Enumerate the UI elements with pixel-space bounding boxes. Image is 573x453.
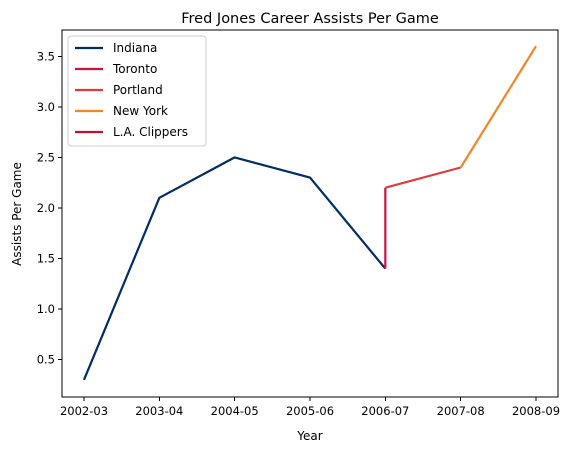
series-line-3 — [459, 45, 537, 169]
y-tick-label-4: 2.5 — [37, 150, 55, 164]
y-axis-ticks: 0.5 1.0 1.5 2.0 2.5 3.0 3.5 — [37, 49, 62, 367]
series-line-0 — [82, 156, 387, 381]
x-tick-label-4: 2006-07 — [361, 404, 409, 418]
y-tick-label-6: 3.5 — [37, 49, 55, 63]
x-tick-label-1: 2003-04 — [135, 404, 183, 418]
series-line-2 — [385, 166, 461, 189]
legend-box — [67, 35, 207, 147]
legend-label-4: L.A. Clippers — [113, 125, 188, 139]
y-tick-label-1: 1.0 — [37, 302, 55, 316]
x-axis-ticks: 2002-03 2003-04 2004-05 2005-06 2006-07 2007-… — [60, 397, 560, 418]
chart-title: Fred Jones Career Assists Per Game — [181, 11, 439, 27]
legend-label-2: Portland — [113, 83, 163, 97]
y-tick-label-3: 2.0 — [37, 201, 55, 215]
x-tick-label-5: 2007-08 — [437, 404, 485, 418]
x-tick-label-0: 2002-03 — [60, 404, 108, 418]
legend-label-0: Indiana — [113, 41, 157, 55]
y-tick-label-0: 0.5 — [37, 353, 55, 367]
legend: Indiana Toronto Portland New York L.A. Clipp… — [67, 35, 207, 147]
x-tick-label-2: 2004-05 — [211, 404, 259, 418]
y-axis-label: Assists Per Game — [10, 162, 24, 266]
legend-items: Indiana Toronto Portland New York L.A. Clipp… — [75, 41, 188, 139]
series-layer — [82, 45, 537, 381]
x-tick-label-6: 2008-09 — [512, 404, 560, 418]
y-tick-label-5: 3.0 — [37, 100, 55, 114]
x-tick-label-3: 2005-06 — [286, 404, 334, 418]
y-tick-label-2: 1.5 — [37, 251, 55, 265]
legend-label-1: Toronto — [112, 62, 157, 76]
x-axis-label: Year — [296, 429, 322, 443]
legend-label-3: New York — [113, 104, 168, 118]
